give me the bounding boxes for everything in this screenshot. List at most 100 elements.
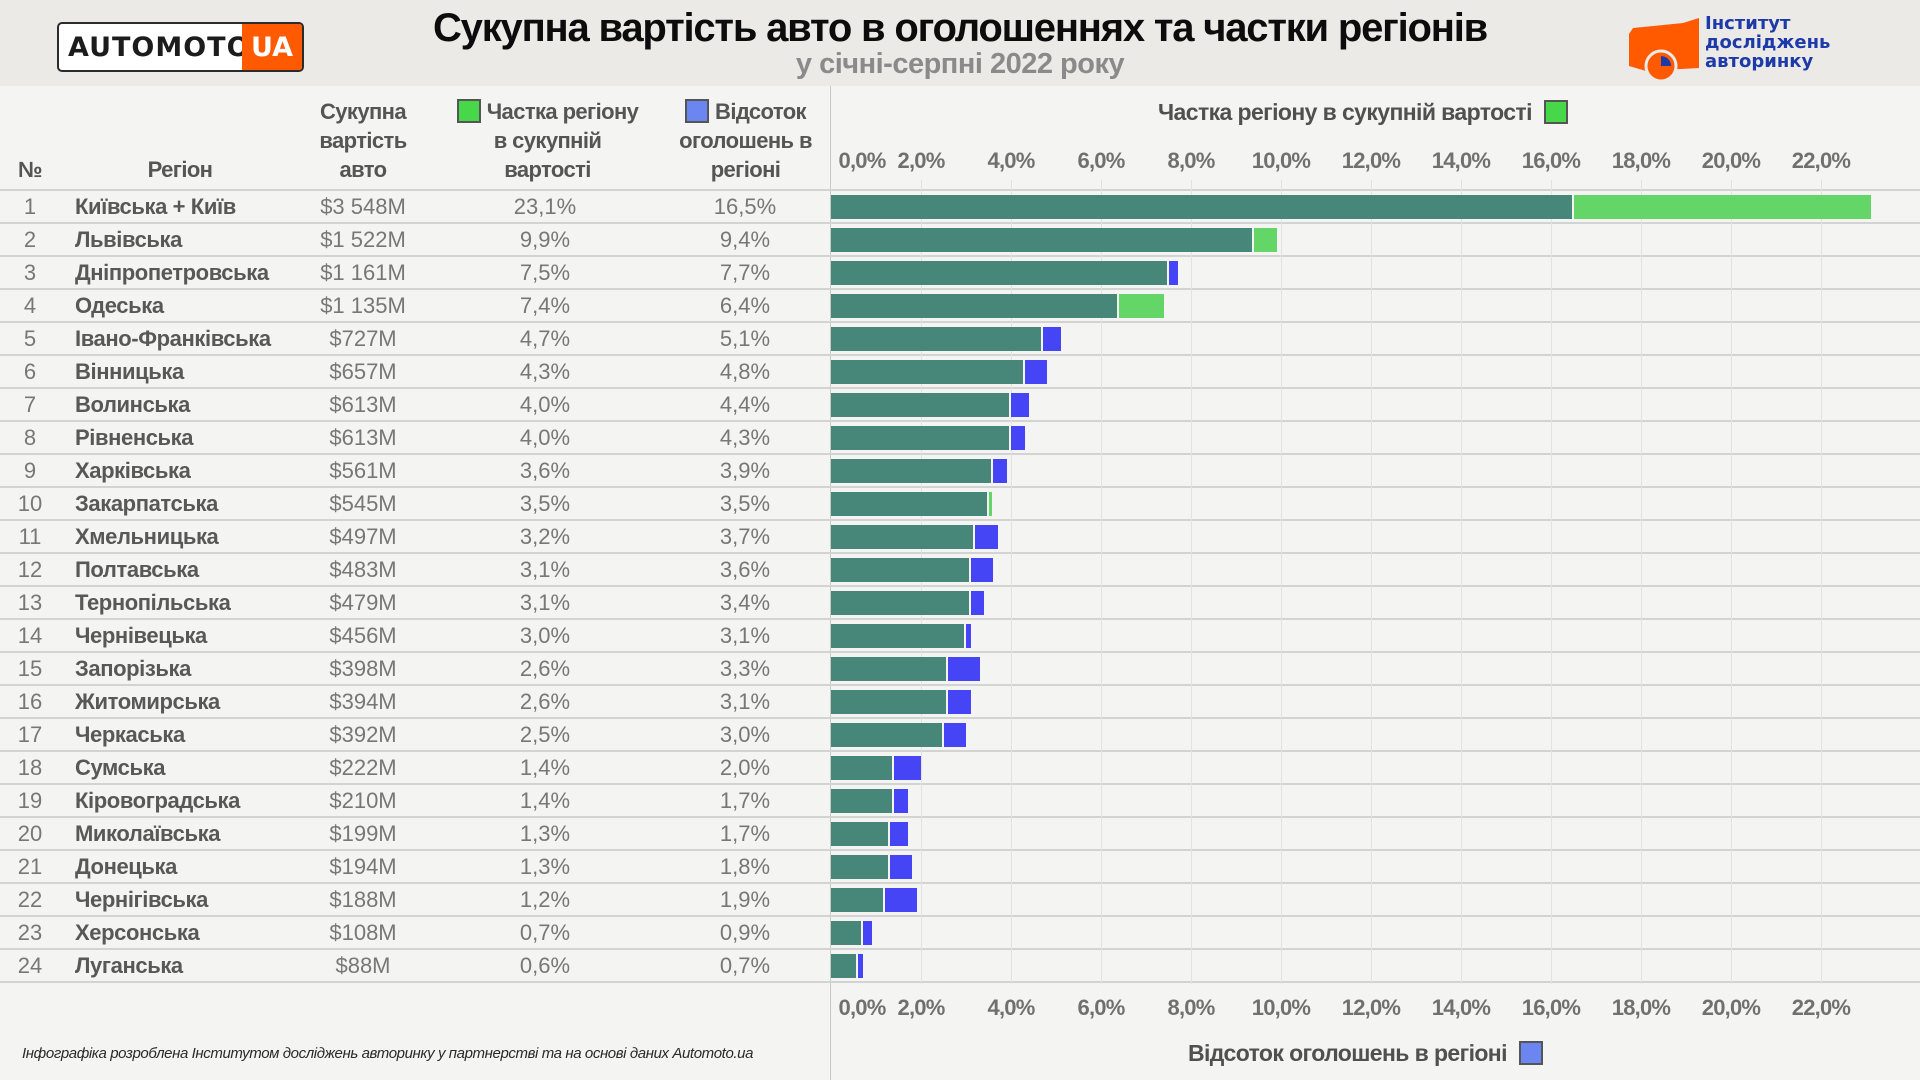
table-cell-share: 23,1% [513,194,577,219]
row-separator [0,618,1920,620]
table-cell-region: Одеська [75,293,164,318]
logo-word: AUTOMOTO [68,31,251,63]
table-cell-share: 1,3% [519,821,571,846]
share-legend-swatch-icon [456,99,481,123]
table-cell-region: Чернігівська [75,887,208,912]
table-cell-region: Запорізька [75,656,192,681]
table-cell-region: Донецька [75,854,177,879]
table-cell-share: 3,0% [519,623,571,648]
row-separator [0,288,1920,290]
table-cell-value: $1 161M [320,260,406,285]
table-cell-num: 12 [17,557,43,582]
row-separator [0,585,1920,587]
table-cell-share: 4,0% [519,425,571,450]
institute-line-2: досліджень [1705,32,1831,53]
listings-legend-swatch-icon [1518,1041,1543,1065]
header-share-line-2: в сукупній [493,128,602,153]
chart-title-bottom-text: Відсоток оголошень в регіоні [1188,1040,1507,1066]
row-separator [0,783,1920,785]
bar-base [831,624,964,648]
bar-base [831,591,969,615]
chart-title-top: Частка регіону в сукупній вартості [1158,99,1568,126]
table-cell-listings: 3,3% [719,656,771,681]
axis-tick-label-top: 22,0% [1791,148,1851,173]
table-cell-listings: 3,7% [719,524,771,549]
header-num: № [18,157,43,182]
bar-base [831,426,1009,450]
table-cell-num: 9 [23,458,37,483]
chart-gridline [1011,180,1012,984]
table-cell-region: Харківська [75,458,191,483]
header-listings: Відсоток оголошень в регіоні [668,97,823,184]
bar-listings-excess [889,855,912,879]
table-cell-num: 21 [17,854,43,879]
row-separator [0,684,1920,686]
axis-tick-label-bottom: 8,0% [1167,995,1216,1020]
axis-tick-label-top: 4,0% [987,148,1036,173]
table-cell-value: $392M [329,722,397,747]
chart-gridline [1101,180,1102,984]
header-listings-line-3: регіоні [710,157,781,182]
table-cell-listings: 0,7% [719,953,771,978]
table-cell-num: 2 [23,227,37,252]
table-cell-region: Сумська [75,755,166,780]
bar-listings-excess [894,789,908,813]
table-cell-region: Миколаївська [75,821,221,846]
header-value-line-2: вартість [319,128,407,153]
row-separator [0,420,1920,422]
table-chart-divider [830,86,831,1080]
chart-gridline [1371,180,1372,984]
table-cell-value: $1 522M [320,227,406,252]
table-cell-listings: 1,9% [719,887,771,912]
row-separator [0,222,1920,224]
bar-base [831,954,856,978]
table-cell-listings: 3,6% [719,557,771,582]
table-cell-num: 16 [17,689,43,714]
table-cell-listings: 7,7% [719,260,771,285]
table-cell-region: Вінницька [75,359,184,384]
table-cell-listings: 4,8% [719,359,771,384]
axis-tick-label-top: 2,0% [897,148,946,173]
table-cell-listings: 1,7% [719,821,771,846]
table-cell-share: 9,9% [519,227,571,252]
table-cell-num: 4 [23,293,37,318]
table-cell-listings: 2,0% [719,755,771,780]
axis-tick-label-top: 6,0% [1077,148,1126,173]
axis-tick-label-bottom: 2,0% [897,995,946,1020]
row-separator [0,849,1920,851]
table-cell-num: 1 [23,194,37,219]
header-band [0,0,1920,86]
table-cell-share: 1,4% [519,755,571,780]
axis-tick-label-bottom: 16,0% [1521,995,1581,1020]
table-cell-region: Закарпатська [75,491,218,516]
bar-listings-excess [894,756,921,780]
table-cell-listings: 3,5% [719,491,771,516]
share-legend-swatch-icon [1543,100,1568,124]
automoto-logo[interactable]: AUTOMOTO UA [57,22,304,72]
bar-listings-excess [1042,327,1061,351]
chart-gridline [1731,180,1732,984]
table-cell-share: 4,0% [519,392,571,417]
table-cell-value: $613M [329,392,397,417]
row-separator [0,981,1920,983]
page-title: Сукупна вартість авто в оголошеннях та ч… [432,6,1488,50]
logo-suffix: UA [242,24,302,70]
axis-tick-label-bottom: 0,0% [838,995,887,1020]
institute-line-3: авторинку [1705,51,1814,72]
bar-base [831,492,987,516]
table-cell-num: 6 [23,359,37,384]
table-cell-listings: 16,5% [713,194,777,219]
row-separator [0,882,1920,884]
bar-base [831,888,883,912]
bar-base [831,921,861,945]
table-cell-region: Чернівецька [75,623,207,648]
table-cell-region: Полтавська [75,557,199,582]
bar-listings-excess [970,558,993,582]
row-separator [0,915,1920,917]
table-cell-value: $657M [329,359,397,384]
table-cell-share: 7,4% [519,293,571,318]
chart-gridline [921,180,922,984]
table-cell-region: Хмельницька [75,524,219,549]
table-cell-num: 18 [17,755,43,780]
axis-tick-label-top: 14,0% [1431,148,1491,173]
